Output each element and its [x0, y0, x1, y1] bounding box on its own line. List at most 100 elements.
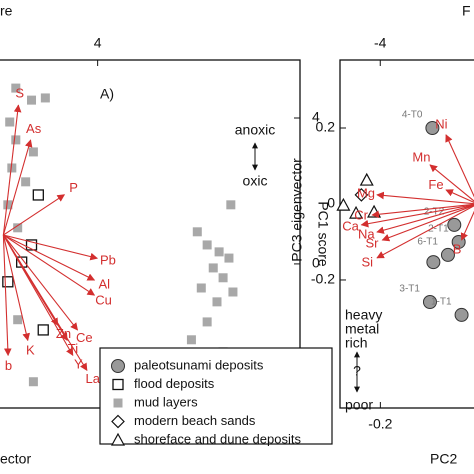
square-marker	[218, 273, 228, 283]
square-marker	[7, 163, 17, 173]
square-marker	[202, 317, 212, 327]
triangle-marker	[359, 172, 374, 186]
loading-vector	[376, 204, 474, 234]
square-marker	[40, 93, 50, 103]
square-marker	[196, 283, 206, 293]
circle-marker	[440, 247, 455, 262]
y-tick-label: -0.2	[311, 271, 335, 287]
loading-vector	[3, 194, 66, 236]
circle-marker	[454, 307, 469, 322]
loading-vector	[3, 234, 96, 281]
vector-label: Mn	[412, 149, 430, 164]
square-marker	[27, 95, 37, 105]
square-marker	[28, 147, 38, 157]
loading-vector	[381, 204, 474, 242]
vector-label: Si	[361, 255, 373, 270]
vector-label: B	[453, 242, 462, 257]
legend-label: paleotsunami deposits	[134, 357, 264, 372]
point-label: 6-T1	[417, 237, 438, 248]
loading-vector	[2, 234, 30, 342]
triangle-marker	[349, 205, 364, 219]
loading-vector	[3, 234, 98, 261]
y2-tick-label: 0	[312, 255, 320, 271]
legend-marker	[111, 359, 125, 373]
x-axis-label: ector	[0, 451, 31, 467]
point-label: 1-T1	[431, 297, 452, 308]
annotation: poor	[345, 397, 373, 413]
chart-title: re	[0, 3, 13, 19]
square-marker	[11, 135, 21, 145]
y-tick-label: 0.2	[316, 119, 336, 135]
square-marker	[3, 200, 13, 210]
square-marker	[228, 287, 238, 297]
annotation: heavy	[345, 307, 382, 323]
legend-marker	[111, 414, 125, 429]
loading-vector	[460, 210, 474, 241]
y2-axis-label: PC1 score	[315, 201, 331, 267]
vector-label: La	[85, 371, 100, 386]
square-marker	[202, 240, 212, 250]
vector-label: Fe	[428, 177, 443, 192]
annotation: ?	[353, 363, 361, 379]
square-marker	[25, 239, 38, 251]
circle-marker	[426, 255, 441, 270]
vector-label: Cu	[95, 293, 112, 308]
annotation: rich	[345, 335, 368, 351]
annotation: oxic	[243, 173, 268, 189]
loading-vector	[3, 234, 96, 296]
x2-tick-label: 4	[94, 35, 102, 51]
y-tick-label: 0	[327, 195, 335, 211]
legend-marker	[112, 378, 124, 391]
annotation: metal	[345, 321, 379, 337]
square-marker	[208, 263, 218, 273]
loading-vector	[445, 134, 474, 198]
square-marker	[2, 276, 14, 288]
vector-label: Pb	[100, 252, 116, 267]
loading-vector	[2, 235, 12, 357]
vector-label: Na	[358, 226, 375, 241]
x-axis-label: PC2	[430, 451, 457, 467]
vector-label: As	[26, 121, 42, 136]
loading-vector	[376, 191, 474, 205]
triangle-marker	[336, 197, 351, 211]
legend-label: shoreface and dune deposits	[134, 431, 301, 446]
loading-vector	[371, 203, 474, 219]
loading-vector	[2, 234, 79, 331]
loading-vector	[445, 189, 474, 203]
square-marker	[32, 189, 44, 201]
legend-label: modern beach sands	[134, 413, 256, 428]
square-marker	[5, 117, 15, 127]
vector-label: P	[69, 180, 78, 195]
loading-vector	[2, 234, 88, 372]
vector-label: b	[5, 358, 12, 373]
square-marker	[224, 253, 234, 263]
loading-vector	[2, 104, 22, 236]
vector-label: Cr	[354, 208, 368, 223]
loading-vector	[360, 204, 474, 228]
square-marker	[28, 377, 38, 387]
point-label: 2-T1	[428, 224, 449, 235]
vector-label: S	[15, 86, 24, 101]
circle-marker	[425, 121, 440, 136]
legend-marker	[113, 398, 123, 408]
square-marker	[214, 247, 224, 257]
plot-frame	[339, 59, 474, 409]
vector-label: Ca	[342, 218, 359, 233]
loading-vector	[2, 139, 33, 236]
square-marker	[21, 177, 31, 187]
square-marker	[186, 335, 196, 345]
loading-vector	[429, 164, 474, 202]
square-marker	[212, 297, 222, 307]
loading-vector	[376, 205, 474, 259]
annotation: anoxic	[235, 122, 275, 138]
y2-tick-label: 4	[312, 109, 320, 125]
vector-label: Al	[99, 276, 111, 291]
chart-title: F	[462, 3, 471, 19]
vector-label: Ce	[76, 330, 93, 345]
square-marker	[13, 315, 23, 325]
circle-marker	[447, 217, 462, 232]
y-axis-label: PC3 eigenvector	[289, 158, 305, 262]
vector-label: Sr	[366, 235, 380, 250]
point-label: 3-T1	[399, 284, 420, 295]
